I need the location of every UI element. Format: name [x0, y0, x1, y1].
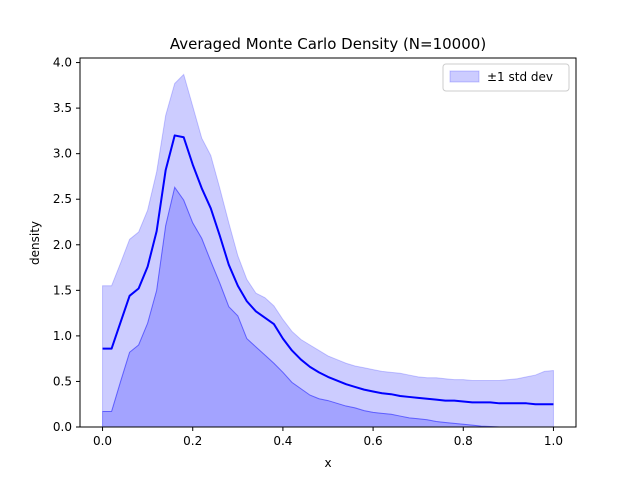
y-tick-label: 4.0 — [53, 56, 72, 70]
chart-title: Averaged Monte Carlo Density (N=10000) — [170, 35, 486, 53]
x-tick-label: 0.0 — [93, 434, 112, 448]
mean-density-line — [102, 134, 554, 406]
x-tick-label: 0.8 — [454, 434, 473, 448]
y-tick-label: 0.5 — [53, 374, 72, 388]
plot-area — [102, 73, 554, 428]
y-tick-label: 1.0 — [53, 329, 72, 343]
legend: ±1 std dev — [442, 63, 570, 92]
x-axis: 0.0 0.2 0.4 0.6 0.8 1.0 — [93, 427, 563, 448]
axes-frame — [79, 57, 577, 428]
legend-box — [442, 63, 570, 92]
legend-label: ±1 std dev — [487, 70, 553, 84]
y-axis-label: density — [28, 221, 42, 265]
y-tick-label: 3.5 — [53, 101, 72, 115]
upper-std-band — [102, 73, 554, 428]
legend-swatch — [449, 70, 480, 83]
y-tick-label: 0.0 — [53, 420, 72, 434]
x-tick-label: 1.0 — [544, 434, 563, 448]
y-axis: 0.0 0.5 1.0 1.5 2.0 2.5 3.0 3.5 4.0 — [53, 56, 80, 434]
x-axis-label: x — [324, 456, 331, 470]
y-tick-label: 3.0 — [53, 147, 72, 161]
y-tick-label: 2.0 — [53, 238, 72, 252]
x-tick-label: 0.6 — [364, 434, 383, 448]
lower-std-band — [102, 186, 554, 428]
x-tick-label: 0.2 — [183, 434, 202, 448]
x-tick-label: 0.4 — [273, 434, 292, 448]
lower-bound-line — [102, 186, 554, 428]
y-tick-label: 1.5 — [53, 283, 72, 297]
y-tick-label: 2.5 — [53, 192, 72, 206]
